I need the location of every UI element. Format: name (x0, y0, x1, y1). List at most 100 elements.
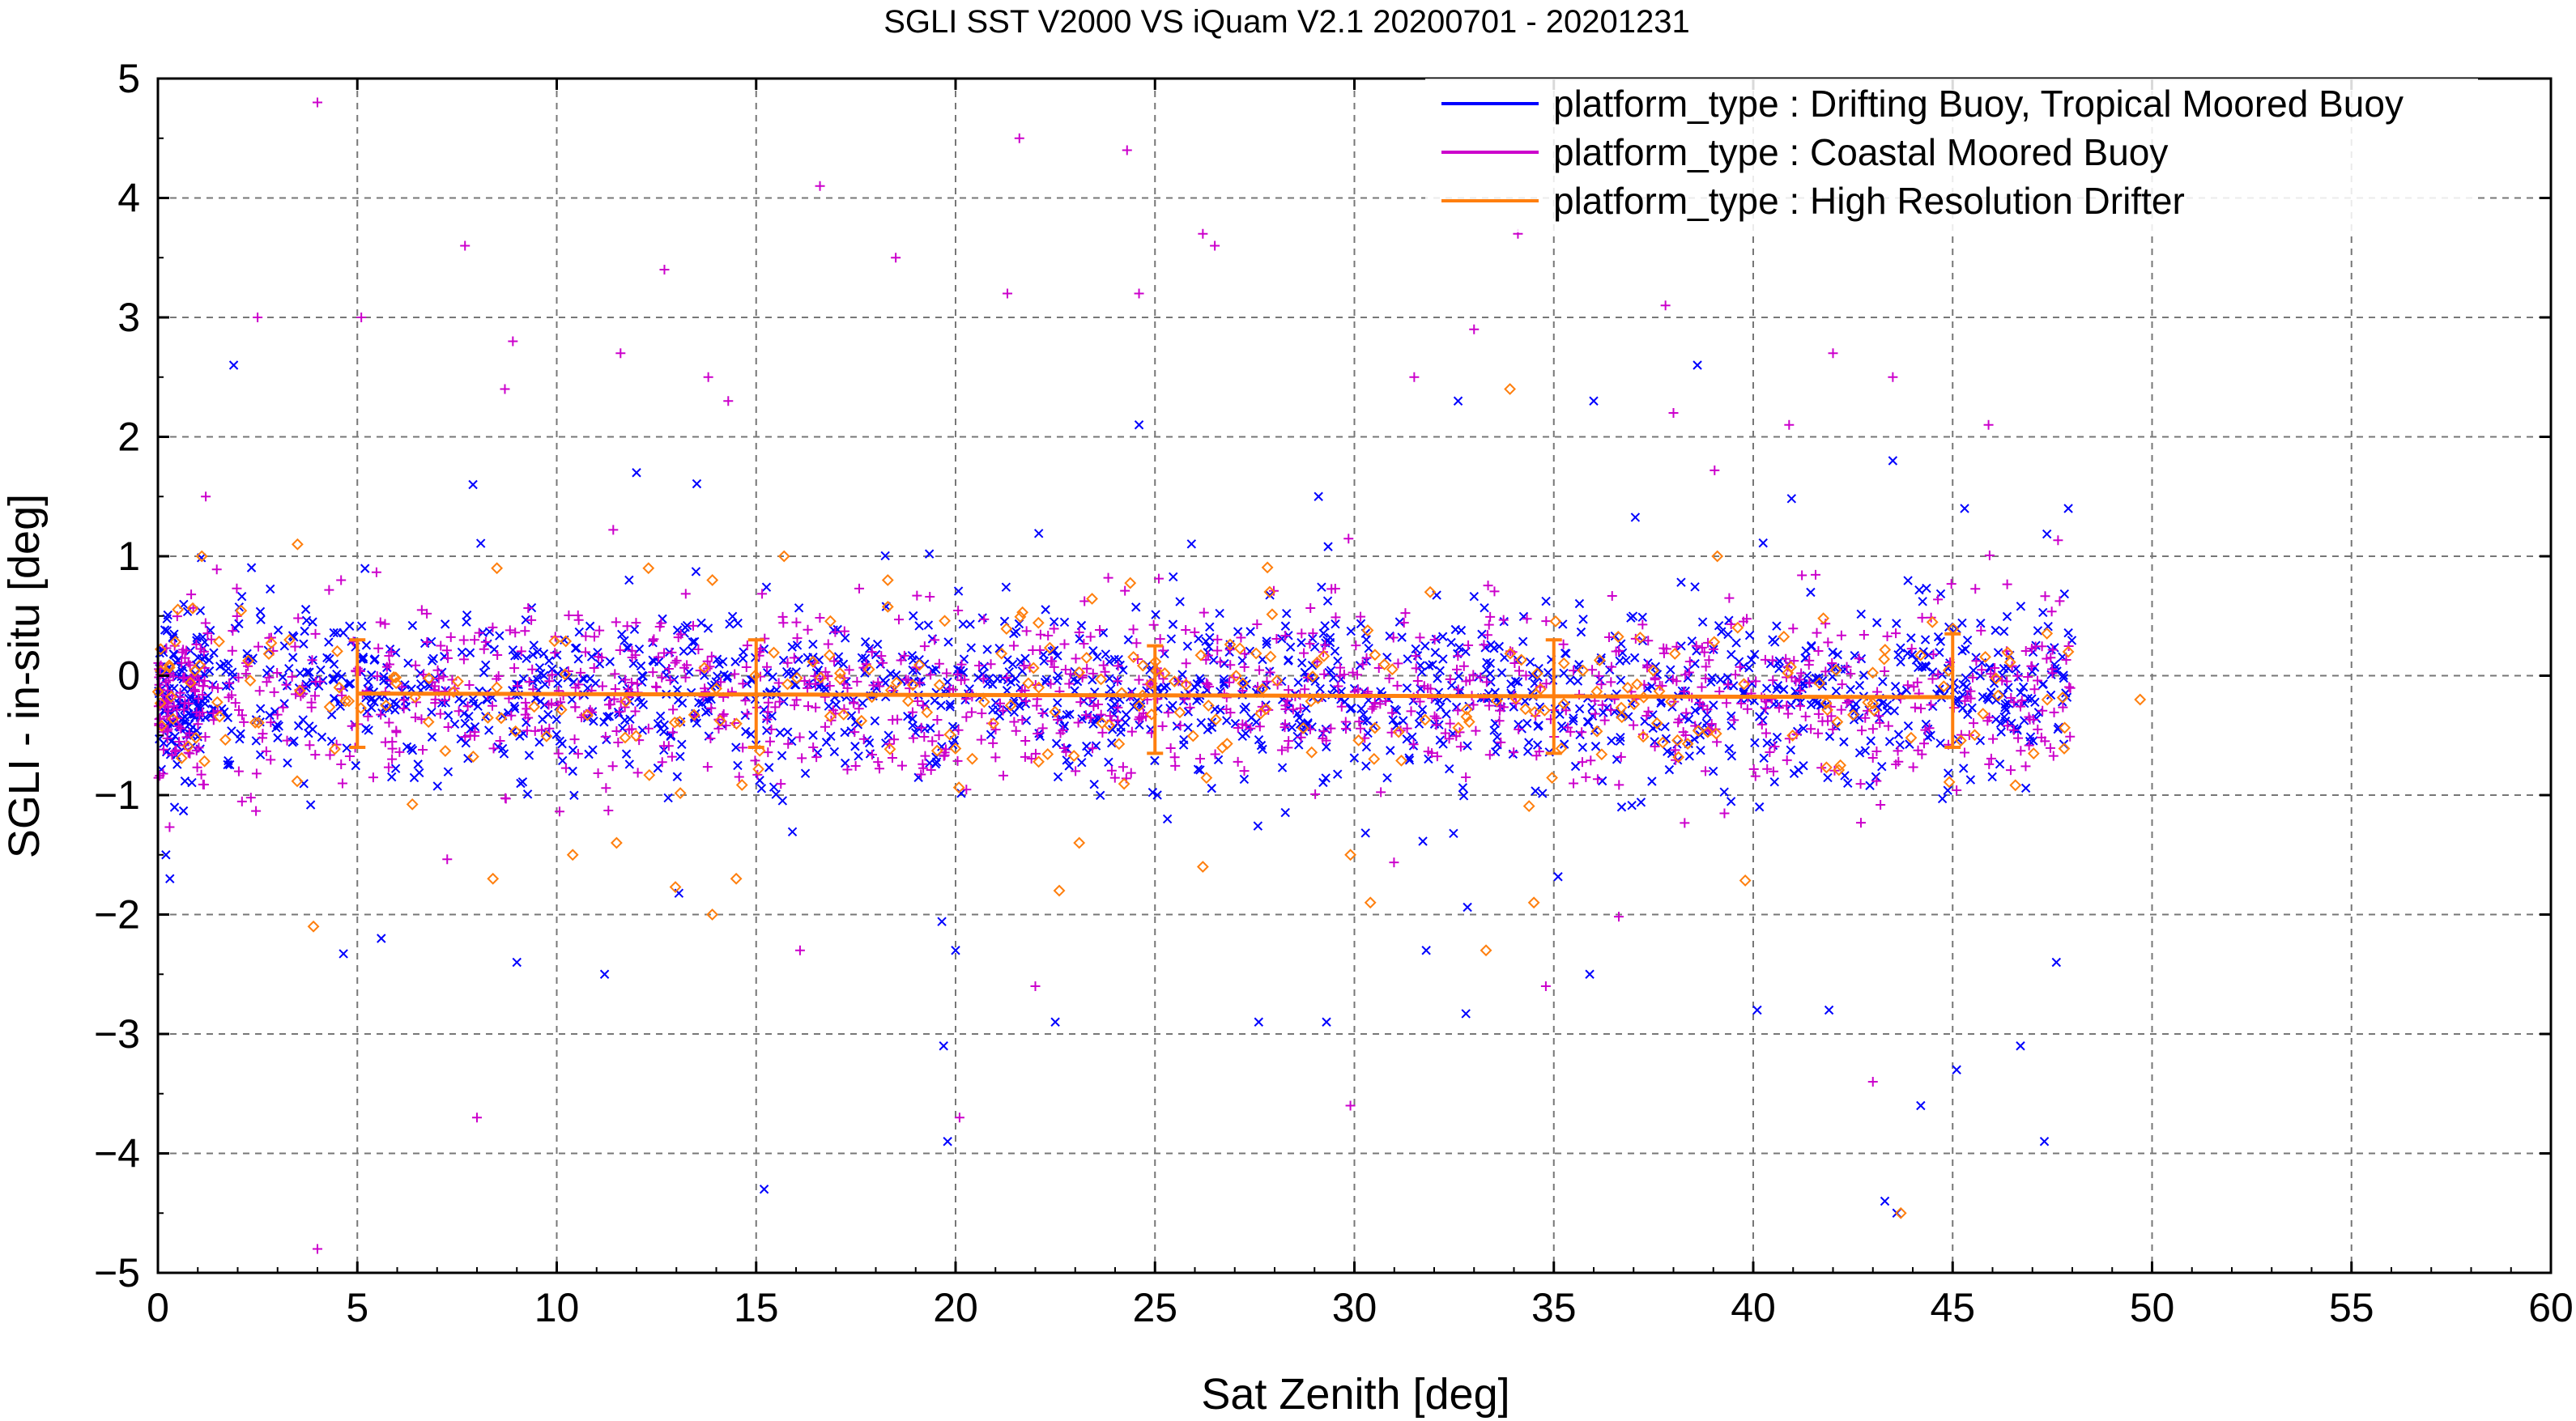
data-point (209, 648, 219, 657)
data-point (1888, 372, 1898, 382)
data-point (782, 657, 793, 668)
data-point (331, 645, 343, 657)
data-point (1617, 648, 1628, 657)
data-point (1230, 670, 1242, 683)
data-point (739, 647, 748, 657)
data-point (1782, 755, 1792, 765)
data-point (500, 384, 510, 394)
data-point (1812, 628, 1822, 638)
data-point (1245, 627, 1255, 636)
data-point (706, 651, 717, 662)
data-point (1889, 706, 1900, 716)
data-point (663, 793, 673, 803)
data-point (766, 724, 777, 734)
data-point (1616, 675, 1626, 685)
data-point (1917, 749, 1927, 759)
data-point (336, 759, 347, 769)
data-point (893, 615, 904, 625)
data-point (643, 723, 654, 734)
data-point (2042, 653, 2052, 664)
data-point (347, 721, 357, 731)
data-point (516, 778, 526, 789)
data-point (384, 717, 394, 728)
data-point (1089, 779, 1099, 789)
data-point (976, 734, 986, 745)
data-point (1186, 730, 1199, 742)
data-point (194, 703, 203, 713)
data-point (1040, 678, 1050, 687)
data-point (177, 647, 188, 657)
data-point (951, 946, 960, 955)
data-point (282, 735, 292, 746)
data-point (1597, 776, 1607, 786)
data-point (923, 620, 934, 630)
data-point (397, 682, 407, 692)
data-point (488, 622, 498, 632)
data-point (1152, 790, 1162, 800)
data-point (682, 620, 692, 631)
data-point (508, 645, 518, 655)
data-point (886, 669, 896, 679)
data-point (1952, 1065, 1961, 1074)
data-point (1569, 713, 1578, 723)
data-point (630, 706, 641, 717)
data-point (956, 659, 967, 670)
data-point (1742, 704, 1752, 714)
data-point (939, 615, 952, 628)
data-point (1785, 661, 1797, 674)
data-point (387, 754, 398, 764)
data-point (159, 744, 169, 755)
data-point (1781, 653, 1791, 664)
data-point (283, 633, 296, 646)
data-point (756, 784, 767, 793)
data-point (1375, 699, 1386, 709)
data-point (1498, 615, 1509, 625)
data-point (1586, 755, 1596, 766)
data-point (1071, 766, 1081, 776)
data-point (2042, 529, 2052, 539)
data-point (307, 655, 317, 666)
data-point (506, 710, 517, 721)
data-point (803, 701, 813, 712)
data-point (1198, 228, 1208, 239)
data-point (824, 681, 835, 691)
data-point (597, 681, 607, 691)
data-point (690, 636, 700, 647)
data-point (907, 707, 918, 717)
data-point (1212, 645, 1223, 656)
data-point (1262, 639, 1271, 649)
data-point (1531, 751, 1542, 761)
data-point (522, 789, 533, 799)
data-point (1349, 753, 1360, 763)
data-point (1670, 745, 1680, 755)
data-point (873, 757, 884, 768)
data-point (371, 567, 381, 577)
data-point (696, 618, 706, 628)
data-point (808, 640, 818, 649)
data-point (677, 739, 687, 750)
data-point (300, 626, 309, 636)
data-point (1660, 300, 1671, 311)
data-point (193, 719, 203, 730)
data-point (287, 653, 298, 662)
data-point (460, 732, 470, 742)
data-point (1446, 680, 1457, 691)
data-point (1839, 737, 1849, 747)
data-point (1762, 764, 1773, 774)
data-point (1181, 658, 1191, 669)
data-point (1480, 944, 1492, 957)
data-point (307, 920, 320, 933)
data-point (581, 631, 591, 641)
data-point (1411, 651, 1421, 662)
data-point (1833, 764, 1846, 776)
data-point (1482, 630, 1492, 640)
data-point (953, 606, 964, 616)
data-point (261, 746, 271, 756)
data-point (854, 583, 865, 594)
data-point (1454, 643, 1464, 653)
data-point (713, 714, 726, 727)
data-point (1053, 698, 1062, 708)
data-point (868, 680, 879, 691)
data-point (169, 636, 182, 649)
data-point (1924, 723, 1935, 734)
